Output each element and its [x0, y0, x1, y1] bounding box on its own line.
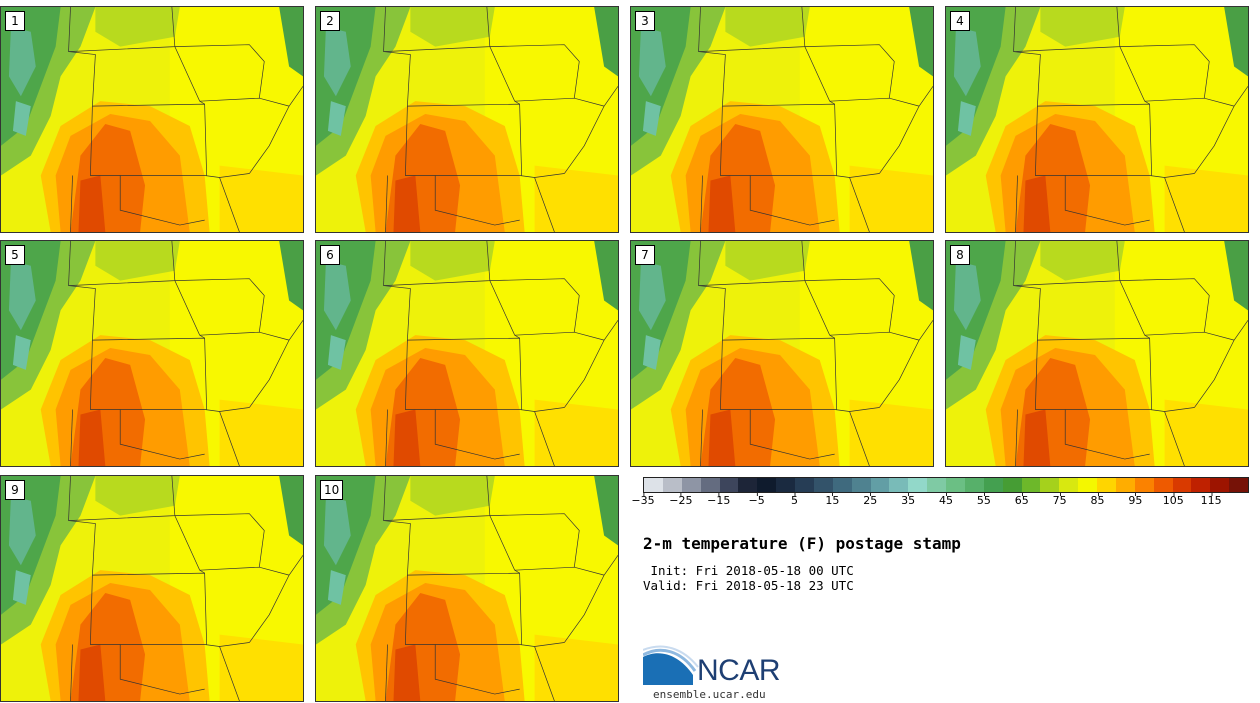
colorbar-swatch [1097, 478, 1116, 492]
panel-number-label: 7 [635, 245, 655, 265]
map-panel-9: 9 [0, 475, 304, 702]
colorbar-swatch [738, 478, 758, 492]
colorbar-swatch [813, 478, 833, 492]
panel-number-label: 3 [635, 11, 655, 31]
map-panel-8: 8 [945, 240, 1249, 467]
panel-number-label: 2 [320, 11, 340, 31]
valid-time: Valid: Fri 2018-05-18 23 UTC [643, 578, 854, 593]
colorbar-swatch [983, 478, 1003, 492]
temperature-colorbar [643, 477, 1249, 493]
colorbar-tick-label: 55 [976, 493, 991, 507]
colorbar-tick-label: −5 [748, 493, 765, 507]
colorbar-tick-label: 35 [901, 493, 916, 507]
colorbar-tick-label: 5 [791, 493, 798, 507]
map-panel-2: 2 [315, 6, 619, 233]
colorbar-tick-label: 45 [939, 493, 953, 507]
colorbar-tick-label: −35 [631, 493, 655, 507]
temperature-map [1, 241, 303, 466]
temperature-map [316, 241, 618, 466]
temperature-map [946, 7, 1248, 232]
colorbar-swatch [1078, 478, 1097, 492]
map-panel-4: 4 [945, 6, 1249, 233]
panel-number-label: 5 [5, 245, 25, 265]
colorbar-tick-label: 85 [1090, 493, 1105, 507]
colorbar-swatch [1172, 478, 1192, 492]
colorbar-swatch [1040, 478, 1060, 492]
colorbar-swatch [851, 478, 871, 492]
map-panel-10: 10 [315, 475, 619, 702]
temperature-map [631, 7, 933, 232]
colorbar-swatch [927, 478, 946, 492]
temperature-map [316, 7, 618, 232]
colorbar-tick-labels: −35 −25 −15 −5 5 15 25 35 45 55 65 75 85 95 105 115 [631, 493, 1249, 514]
panel-number-label: 10 [320, 480, 344, 500]
colorbar-swatch [719, 478, 739, 492]
colorbar-swatch [1210, 478, 1230, 492]
panel-number-label: 8 [950, 245, 970, 265]
colorbar-swatch [1134, 478, 1154, 492]
colorbar-swatch [776, 478, 795, 492]
temperature-map [1, 7, 303, 232]
colorbar-swatch [1115, 478, 1135, 492]
colorbar-swatch [946, 478, 965, 492]
colorbar-swatch [870, 478, 890, 492]
temperature-map [316, 476, 618, 701]
colorbar-swatch [1002, 478, 1022, 492]
colorbar-tick-label: 65 [1014, 493, 1029, 507]
colorbar-swatch [832, 478, 852, 492]
colorbar-swatch [964, 478, 984, 492]
colorbar-swatch [1229, 478, 1248, 492]
colorbar-swatch [700, 478, 720, 492]
colorbar-swatch [662, 478, 682, 492]
map-panel-3: 3 [630, 6, 934, 233]
panel-number-label: 6 [320, 245, 340, 265]
colorbar-tick-label: 105 [1162, 493, 1184, 507]
colorbar-swatch [795, 478, 814, 492]
colorbar-tick-label: 75 [1052, 493, 1067, 507]
map-panel-7: 7 [630, 240, 934, 467]
ncar-logo-icon [643, 645, 699, 685]
panel-number-label: 9 [5, 480, 25, 500]
temperature-map [1, 476, 303, 701]
colorbar-tick-label: 95 [1128, 493, 1143, 507]
colorbar-swatch [889, 478, 909, 492]
panel-number-label: 1 [5, 11, 25, 31]
init-time: Init: Fri 2018-05-18 00 UTC [643, 563, 854, 578]
ncar-logo-text: NCAR [697, 654, 781, 687]
colorbar-swatch [681, 478, 701, 492]
ensemble-url: ensemble.ucar.edu [653, 688, 766, 701]
panel-number-label: 4 [950, 11, 970, 31]
colorbar-tick-label: 115 [1200, 493, 1222, 507]
colorbar-tick-label: 25 [863, 493, 878, 507]
colorbar-swatch [1021, 478, 1041, 492]
map-panel-5: 5 [0, 240, 304, 467]
map-panel-6: 6 [315, 240, 619, 467]
colorbar-swatch [1153, 478, 1173, 492]
figure-title: 2-m temperature (F) postage stamp [643, 534, 961, 553]
colorbar-swatch [757, 478, 777, 492]
map-panel-1: 1 [0, 6, 304, 233]
temperature-map [631, 241, 933, 466]
colorbar-swatch [1191, 478, 1211, 492]
colorbar-swatch [1059, 478, 1079, 492]
colorbar-tick-label: −15 [707, 493, 731, 507]
colorbar-tick-label: −25 [669, 493, 693, 507]
colorbar-tick-label: 15 [825, 493, 840, 507]
colorbar-swatch [644, 478, 663, 492]
colorbar-swatch [908, 478, 928, 492]
temperature-map [946, 241, 1248, 466]
